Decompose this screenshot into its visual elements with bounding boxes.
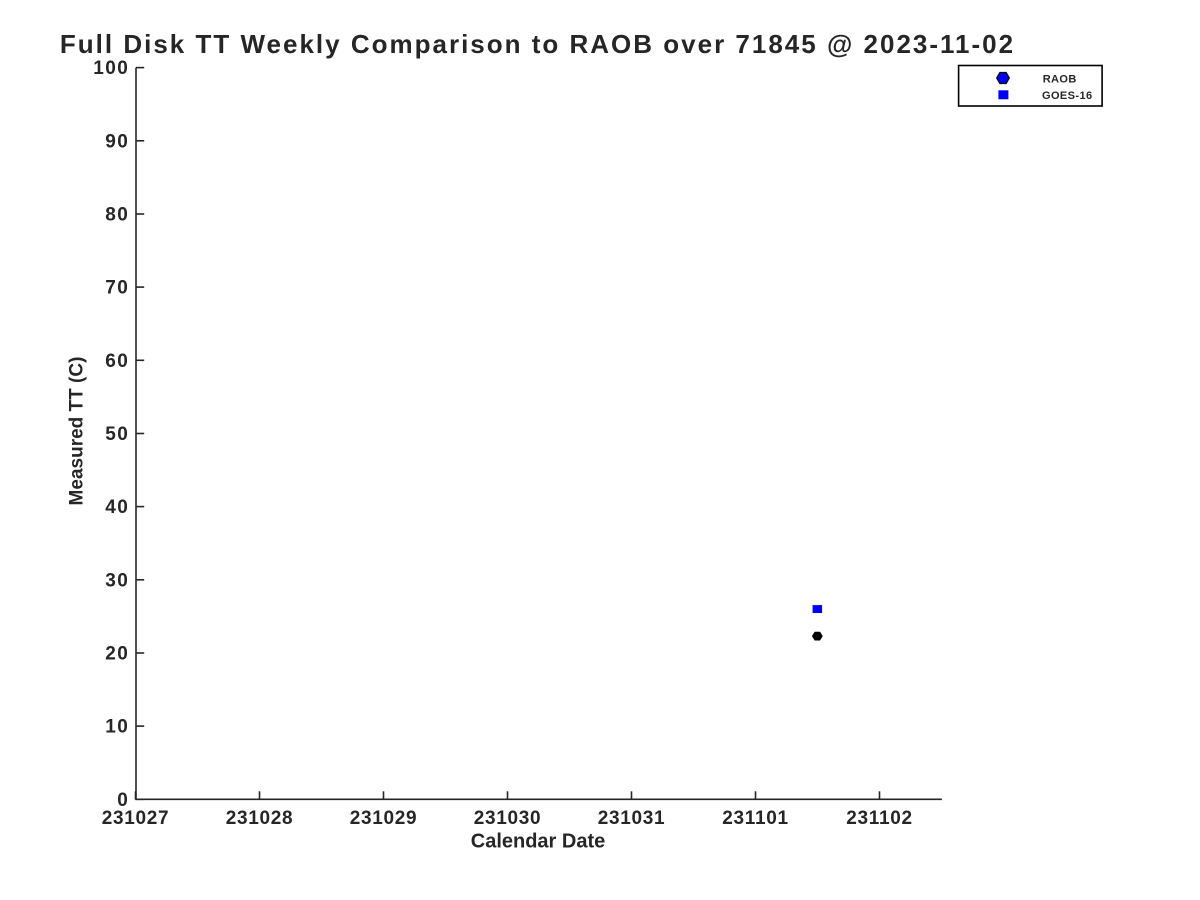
svg-text:231030: 231030 xyxy=(474,808,542,829)
svg-text:231102: 231102 xyxy=(846,808,913,829)
svg-text:0: 0 xyxy=(117,790,129,811)
svg-text:GOES-16: GOES-16 xyxy=(1042,90,1093,102)
svg-text:231101: 231101 xyxy=(722,808,789,829)
svg-text:70: 70 xyxy=(105,278,129,299)
svg-text:231031: 231031 xyxy=(598,808,666,829)
svg-text:100: 100 xyxy=(93,58,129,79)
svg-text:Calendar Date: Calendar Date xyxy=(471,831,606,853)
svg-text:20: 20 xyxy=(105,644,129,665)
svg-text:80: 80 xyxy=(105,205,129,226)
svg-text:231027: 231027 xyxy=(102,808,170,829)
svg-text:50: 50 xyxy=(105,424,129,445)
svg-text:30: 30 xyxy=(105,570,129,591)
svg-text:231028: 231028 xyxy=(226,808,294,829)
svg-text:60: 60 xyxy=(105,351,129,372)
svg-text:40: 40 xyxy=(105,497,129,518)
svg-text:10: 10 xyxy=(105,717,129,738)
svg-text:RAOB: RAOB xyxy=(1043,73,1077,85)
svg-text:90: 90 xyxy=(105,131,129,152)
svg-text:Measured TT (C): Measured TT (C) xyxy=(67,357,88,506)
svg-text:Full Disk TT Weekly Comparison: Full Disk TT Weekly Comparison to RAOB o… xyxy=(60,29,1015,59)
svg-text:231029: 231029 xyxy=(350,808,418,829)
